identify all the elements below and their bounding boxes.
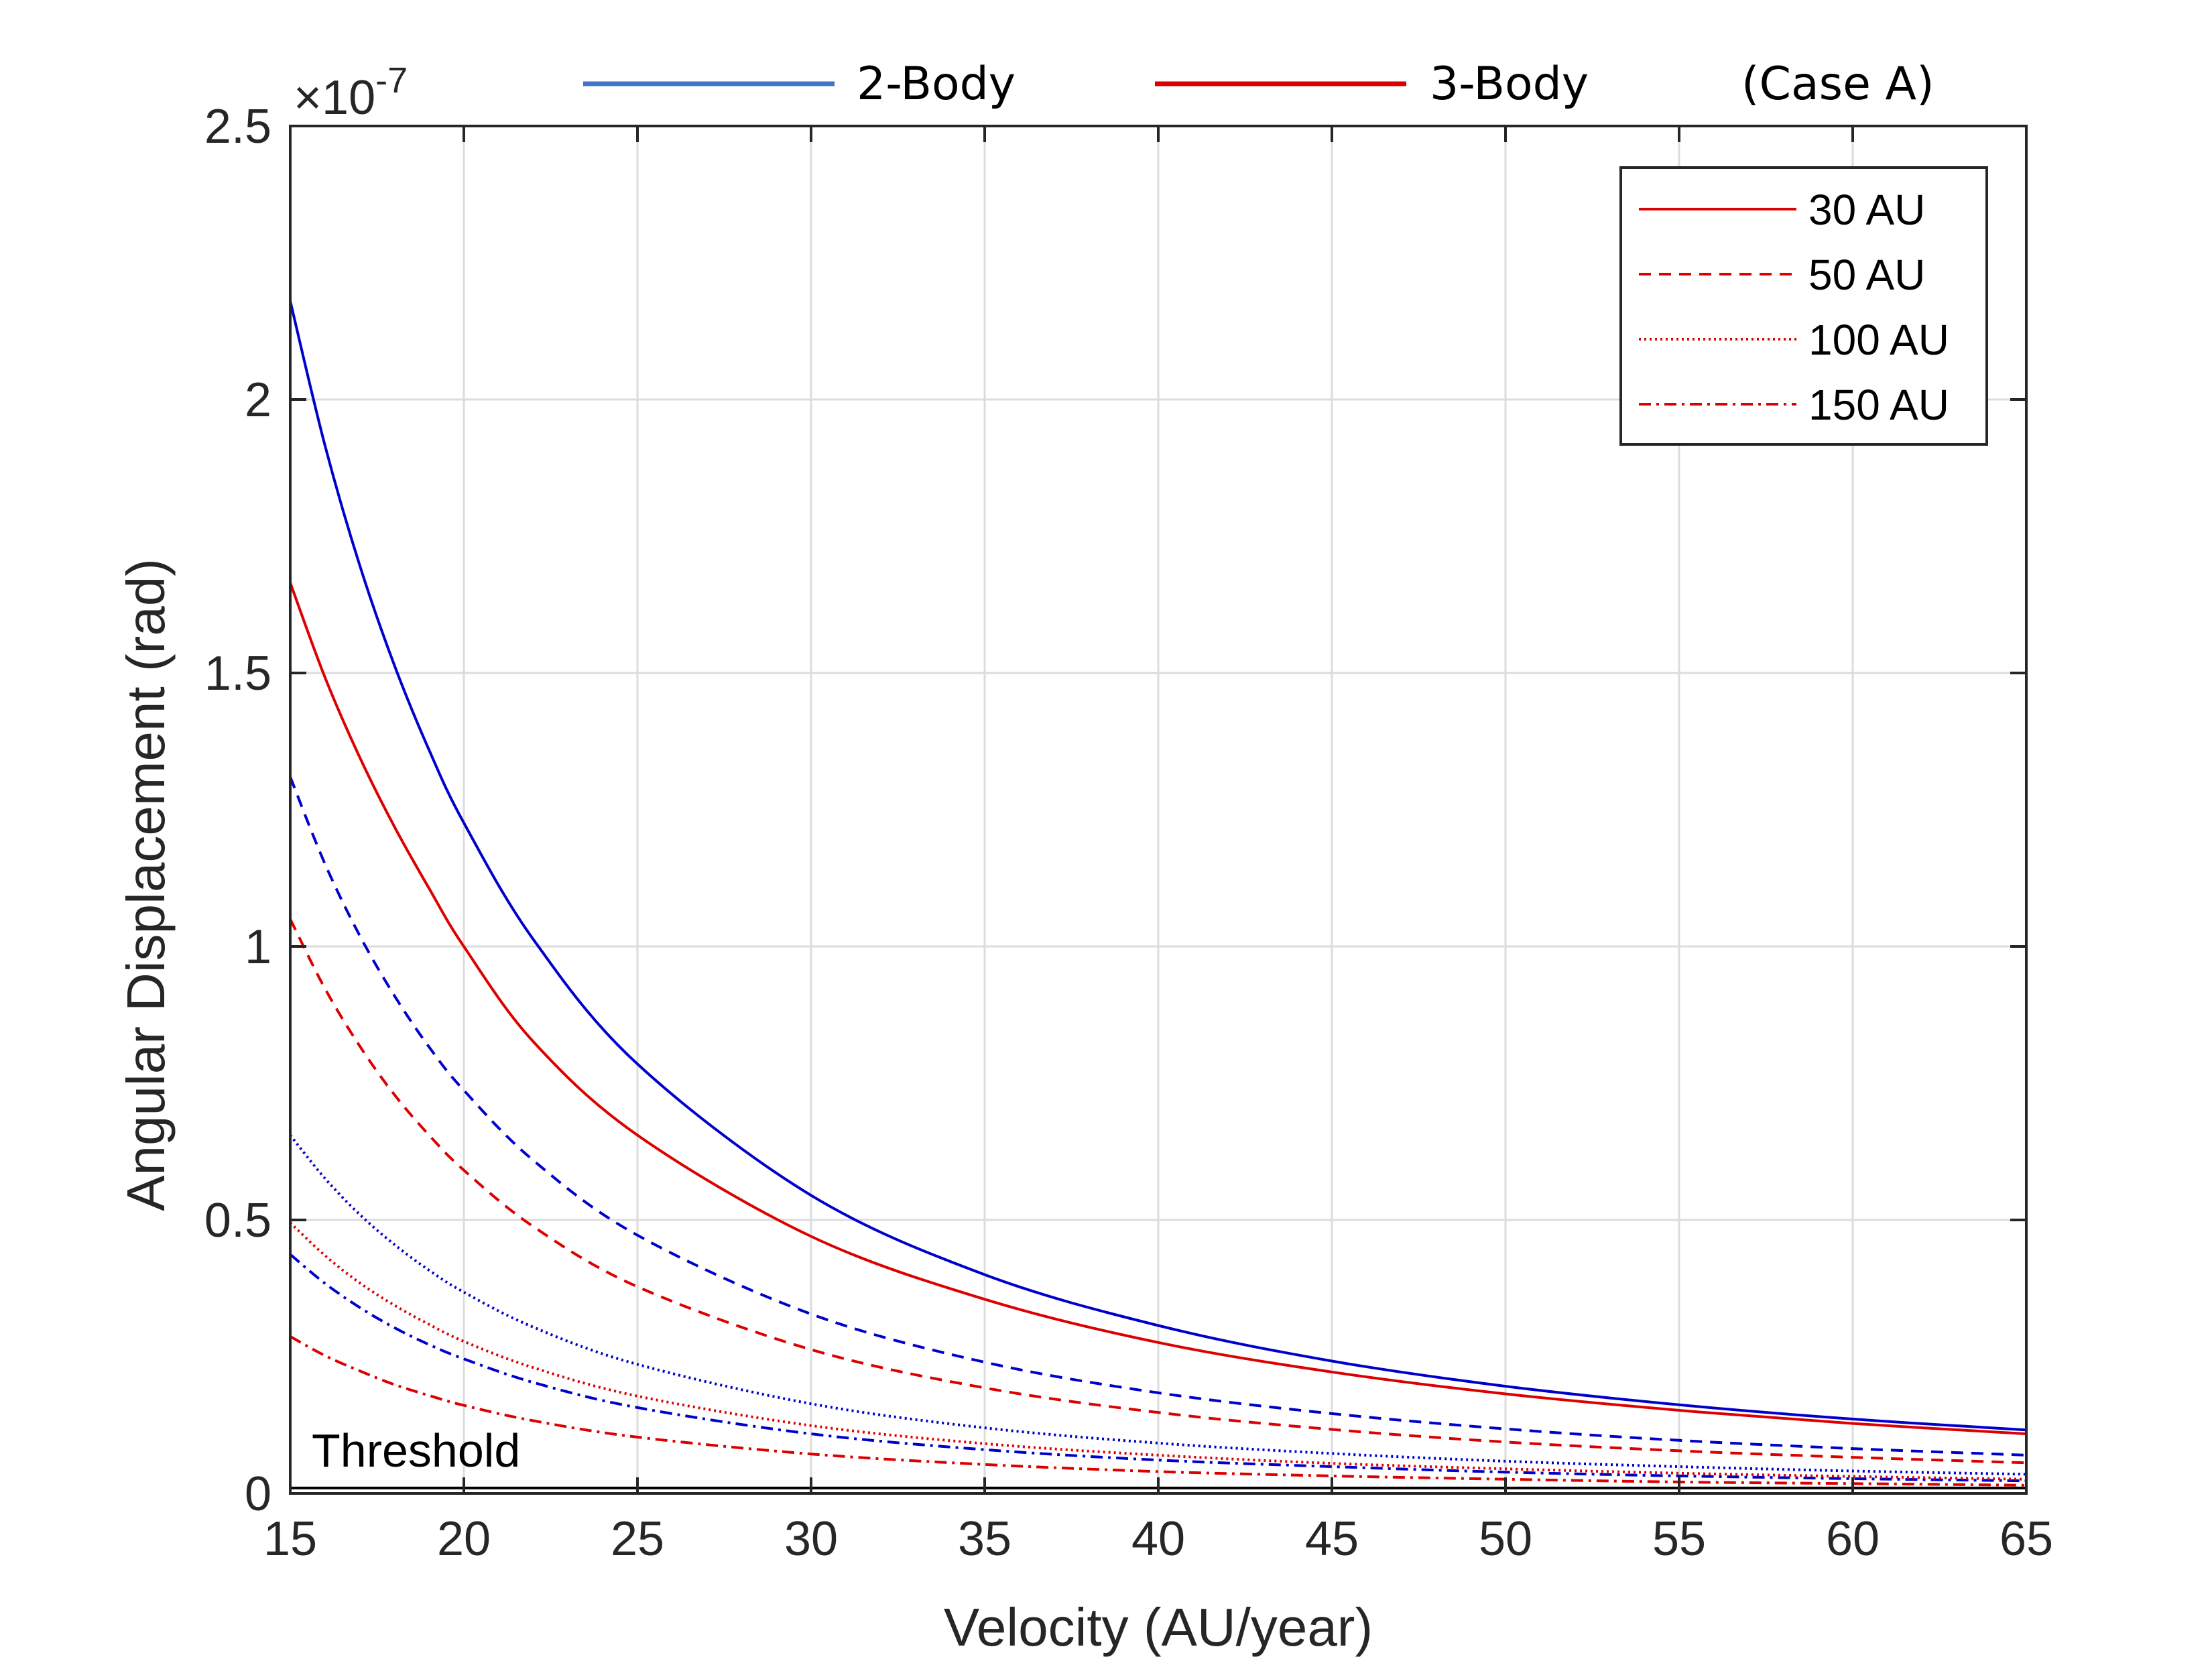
top-legend-case-label: (Case A) <box>1741 58 1934 111</box>
y-axis-title: Angular Displacement (rad) <box>116 558 176 1211</box>
top-legend-2-body-label: 2-Body <box>857 58 1016 111</box>
series-line-2-body-150-au <box>289 1253 2027 1483</box>
legend-label-50-au: 50 AU <box>1808 251 1925 299</box>
y-tick-label: 1 <box>245 920 271 974</box>
y-exponent-power: -7 <box>375 60 408 101</box>
series-line-2-body-30-au <box>289 300 2027 1432</box>
y-tick-label: 2 <box>245 373 271 427</box>
y-tick-label: 0.5 <box>204 1194 271 1247</box>
y-exponent: ×10-7 <box>294 60 408 125</box>
y-exponent-times: × <box>294 71 322 125</box>
x-tick-label: 65 <box>2000 1512 2053 1566</box>
x-tick-label: 15 <box>263 1512 317 1566</box>
series-line-3-body-100-au <box>289 1221 2027 1481</box>
axis-ticks <box>289 125 2028 1495</box>
axis-tick-labels: 15 20 25 30 35 40 45 50 55 60 65 0 0.5 1 1.5 2 2.5 <box>204 100 2053 1566</box>
x-tick-label: 30 <box>784 1512 838 1566</box>
top-legend-3-body-label: 3-Body <box>1430 58 1589 111</box>
series-line-2-body-100-au <box>289 1134 2027 1476</box>
top-legend: 2-Body 3-Body (Case A) <box>583 58 1934 111</box>
y-exponent-base: 10 <box>322 71 375 125</box>
series-line-2-body-50-au <box>289 776 2027 1457</box>
x-tick-label: 45 <box>1305 1512 1359 1566</box>
y-tick-label: 0 <box>245 1467 271 1521</box>
x-axis-title: Velocity (AU/year) <box>944 1597 1373 1657</box>
x-tick-label: 60 <box>1826 1512 1880 1566</box>
threshold-label: Threshold <box>312 1424 520 1477</box>
x-tick-label: 20 <box>437 1512 491 1566</box>
legend: 30 AU 50 AU 100 AU 150 AU <box>1619 166 1988 446</box>
series-line-3-body-30-au <box>289 582 2027 1436</box>
legend-label-150-au: 150 AU <box>1808 381 1949 429</box>
x-tick-label: 55 <box>1652 1512 1706 1566</box>
legend-label-100-au: 100 AU <box>1808 316 1949 364</box>
x-tick-label: 25 <box>611 1512 664 1566</box>
x-tick-label: 40 <box>1131 1512 1185 1566</box>
x-tick-label: 35 <box>958 1512 1011 1566</box>
legend-box <box>1619 166 1988 446</box>
y-tick-label: 1.5 <box>204 647 271 700</box>
y-tick-label: 2.5 <box>204 100 271 153</box>
grid-lines <box>290 126 2026 1493</box>
series-line-3-body-50-au <box>289 918 2027 1465</box>
legend-label-30-au: 30 AU <box>1808 186 1925 234</box>
x-tick-label: 50 <box>1479 1512 1532 1566</box>
